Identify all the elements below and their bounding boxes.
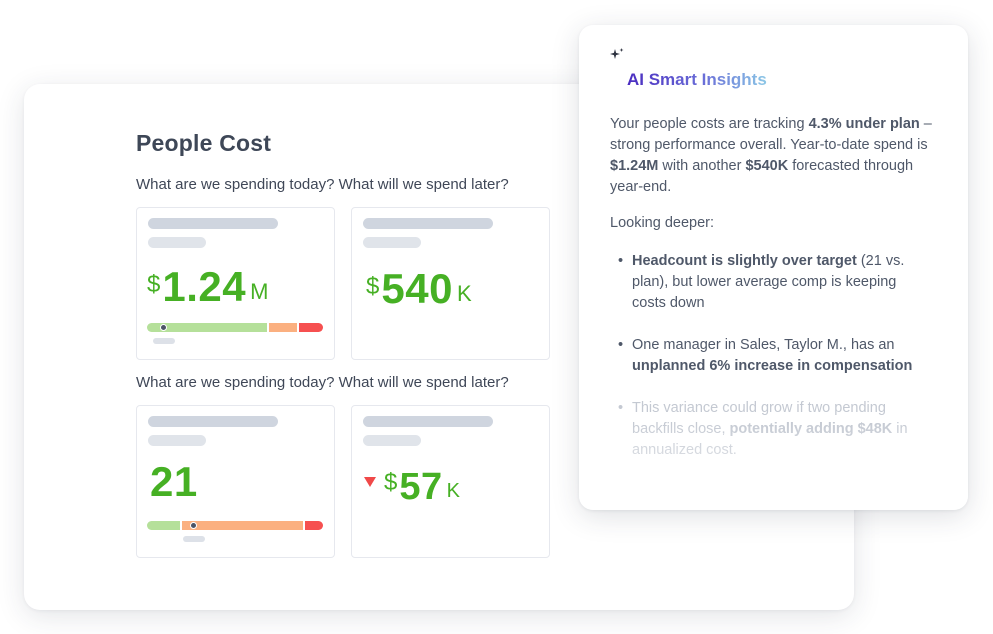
- value-number: 540: [381, 265, 453, 312]
- insight-deeper-label: Looking deeper:: [610, 215, 714, 231]
- insight-bullet: One manager in Sales, Taylor M., has an …: [610, 335, 932, 377]
- metric-tile-forecast-spend[interactable]: $540 K: [351, 207, 550, 360]
- metric-tile-ytd-spend[interactable]: $1.24 M: [136, 207, 335, 360]
- value-suffix: K: [456, 281, 472, 306]
- value-suffix: M: [250, 279, 269, 304]
- metric-value: $540 K: [366, 265, 472, 313]
- range-segment-red: [305, 521, 323, 530]
- insight-summary: Your people costs are tracking 4.3% unde…: [610, 116, 932, 195]
- value-number: 1.24: [162, 263, 247, 310]
- placeholder-sublabel: [148, 237, 206, 248]
- range-marker: [190, 522, 197, 529]
- placeholder-sublabel: [363, 435, 421, 446]
- metric-value: $1.24 M: [147, 263, 268, 311]
- range-marker-label: [153, 338, 175, 344]
- placeholder-sublabel: [363, 237, 421, 248]
- insight-bullet: This variance could grow if two pending …: [610, 398, 932, 461]
- placeholder-sublabel: [148, 435, 206, 446]
- currency-symbol: $: [384, 469, 398, 496]
- section-question: What are we spending today? What will we…: [136, 374, 509, 391]
- range-marker: [160, 324, 167, 331]
- insight-bullet: Headcount is slightly over target (21 vs…: [610, 251, 932, 314]
- range-segment-red: [299, 323, 323, 332]
- range-segment-green: [147, 323, 267, 332]
- range-segment-green: [147, 521, 180, 530]
- range-bar: [147, 521, 323, 530]
- ai-insights-title: AI Smart Insights: [627, 70, 767, 89]
- insight-list: Headcount is slightly over target (21 vs…: [610, 251, 932, 461]
- metric-value: $57 K: [364, 466, 460, 509]
- down-triangle-icon: [364, 477, 376, 487]
- range-bar: [147, 323, 323, 332]
- currency-symbol: $: [366, 273, 380, 300]
- ai-insights-body: Your people costs are tracking 4.3% unde…: [610, 114, 932, 482]
- metric-tile-headcount[interactable]: 21: [136, 405, 335, 558]
- range-segment-orange: [182, 521, 303, 530]
- currency-symbol: $: [147, 271, 161, 298]
- value-suffix: K: [446, 480, 460, 502]
- metric-value: 21: [150, 458, 198, 506]
- range-marker-label: [183, 536, 205, 542]
- value-number: 57: [399, 466, 443, 508]
- placeholder-label: [363, 416, 493, 427]
- placeholder-label: [148, 416, 278, 427]
- placeholder-label: [148, 218, 278, 229]
- placeholder-label: [363, 218, 493, 229]
- value-number: 21: [150, 458, 198, 505]
- range-segment-orange: [269, 323, 297, 332]
- section-question: What are we spending today? What will we…: [136, 176, 509, 193]
- page-title: People Cost: [136, 130, 272, 156]
- ai-insights-panel: AI Smart Insights Your people costs are …: [579, 25, 968, 510]
- sparkle-icon: [610, 48, 624, 59]
- metric-tile-variance[interactable]: $57 K: [351, 405, 550, 558]
